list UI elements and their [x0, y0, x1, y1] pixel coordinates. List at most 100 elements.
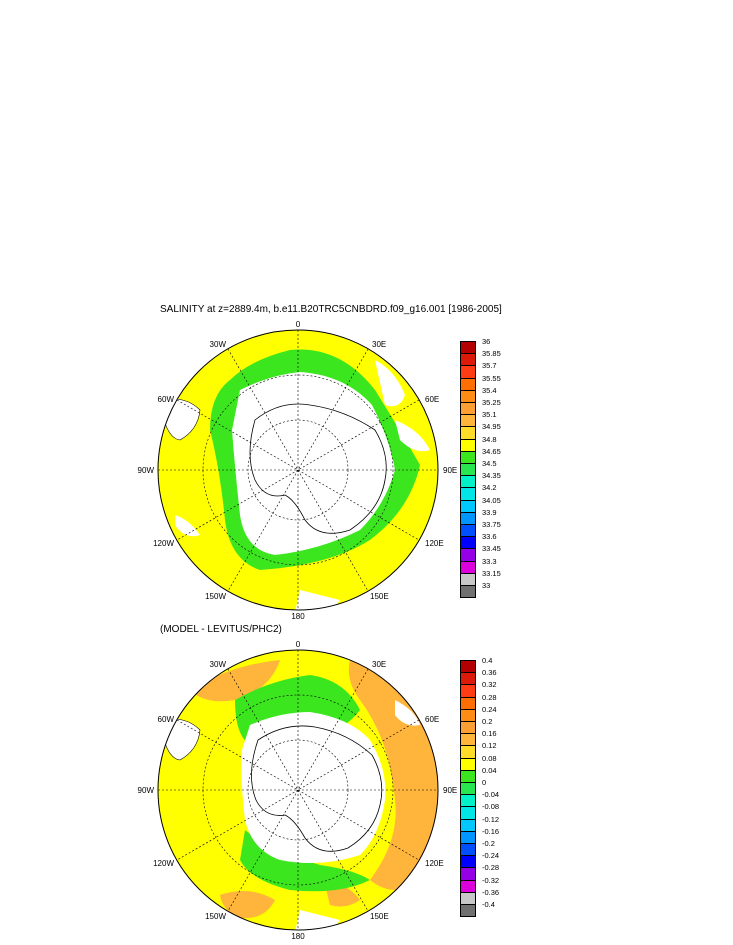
main-title: SALINITY at z=2889.4m, b.e11.B20TRC5CNBD…: [160, 304, 502, 315]
colorbar-label: 35.7: [482, 361, 497, 371]
colorbar-label: 33.45: [482, 544, 501, 554]
colorbar-label: 34.65: [482, 446, 501, 456]
colorbar-label: 0.32: [482, 680, 497, 690]
colorbar-swatch: [460, 818, 476, 832]
colorbar-swatch: [460, 377, 476, 391]
colorbar-label: 33: [482, 581, 491, 590]
colorbar-label: -0.16: [482, 826, 500, 836]
label-150w: 150W: [205, 912, 226, 921]
colorbar-label: -0.04: [482, 790, 500, 800]
colorbar-label: -0.32: [482, 875, 500, 885]
colorbar-label: -0.36: [482, 887, 500, 897]
colorbar-label: 0.08: [482, 753, 497, 763]
colorbar-label: -0.24: [482, 851, 500, 861]
colorbar-label: 35.1: [482, 410, 497, 420]
colorbar-swatch: [460, 708, 476, 722]
colorbar-swatch: [460, 745, 476, 759]
colorbar-swatch: [460, 511, 476, 525]
colorbar-label: 0.2: [482, 717, 493, 726]
colorbar-label: 35.85: [482, 349, 501, 359]
colorbar-label: 0.24: [482, 704, 497, 714]
label-60e: 60E: [425, 715, 439, 724]
label-120w: 120W: [153, 539, 174, 548]
colorbar-swatch: [460, 585, 476, 599]
label-150w: 150W: [205, 592, 226, 601]
difference-map: 0 30E 60E 90E 120E 150E 180 150W 120W 90…: [138, 640, 458, 941]
label-180: 180: [291, 612, 305, 621]
colorbar-label: 0: [482, 778, 487, 787]
colorbar-label: -0.12: [482, 814, 500, 824]
colorbar-label: 35.4: [482, 385, 497, 395]
label-30w: 30W: [210, 340, 227, 349]
colorbar-swatch: [460, 904, 476, 918]
label-60w: 60W: [158, 715, 175, 724]
colorbar-label: -0.08: [482, 802, 500, 812]
label-90e: 90E: [443, 786, 457, 795]
label-30e: 30E: [372, 660, 386, 669]
colorbar-swatch: [460, 450, 476, 464]
colorbar-label: 34.95: [482, 422, 501, 432]
colorbar-label: 0.4: [482, 656, 493, 665]
colorbar-label: -0.28: [482, 863, 500, 873]
colorbar-swatch: [460, 414, 476, 428]
label-60e: 60E: [425, 395, 439, 404]
colorbar-label: 0.36: [482, 668, 497, 678]
colorbar-swatch: [460, 855, 476, 869]
colorbar-label: 36: [482, 337, 491, 346]
colorbar-label: 0.16: [482, 729, 497, 739]
label-30e: 30E: [372, 340, 386, 349]
colorbar-swatch: [460, 672, 476, 686]
colorbar-label: 0.28: [482, 692, 497, 702]
label-180: 180: [291, 932, 305, 941]
salinity-map: 0 30E 60E 90E 120E 150E 180 150W 120W 90…: [138, 320, 458, 621]
label-90w: 90W: [138, 786, 155, 795]
colorbar-swatch: [460, 769, 476, 783]
colorbar-swatch: [460, 426, 476, 440]
colorbar-swatch: [460, 867, 476, 881]
colorbar-swatch: [460, 830, 476, 844]
label-120e: 120E: [425, 539, 444, 548]
label-90w: 90W: [138, 466, 155, 475]
colorbar-swatch: [460, 365, 476, 379]
colorbar-swatch: [460, 475, 476, 489]
colorbar-swatch: [460, 572, 476, 586]
colorbar-swatch: [460, 389, 476, 403]
colorbar-swatch: [460, 548, 476, 562]
colorbar-label: 0.12: [482, 741, 497, 751]
colorbar-label: 33.15: [482, 568, 501, 578]
colorbar-swatch: [460, 536, 476, 550]
colorbar-label: 35.25: [482, 398, 501, 407]
colorbar-swatch: [460, 733, 476, 747]
colorbar-label: 34.35: [482, 471, 501, 481]
colorbar-label: 33.75: [482, 520, 501, 529]
colorbar-swatch: [460, 438, 476, 452]
colorbar-swatch: [460, 696, 476, 710]
colorbar-label: 33.9: [482, 507, 497, 517]
label-60w: 60W: [158, 395, 175, 404]
label-150e: 150E: [370, 912, 389, 921]
colorbar-swatch: [460, 891, 476, 905]
colorbar-swatch: [460, 806, 476, 820]
label-0: 0: [296, 320, 301, 329]
colorbar-label: 34.05: [482, 495, 501, 505]
colorbar-swatch: [460, 794, 476, 808]
colorbar-label: 34.5: [482, 459, 497, 468]
colorbar-label: 0.04: [482, 765, 497, 775]
colorbar-label: -0.4: [482, 900, 495, 909]
antarctica: [251, 725, 383, 852]
label-90e: 90E: [443, 466, 457, 475]
label-120w: 120W: [153, 859, 174, 868]
label-120e: 120E: [425, 859, 444, 868]
colorbar-swatch: [460, 684, 476, 698]
colorbar-swatch: [460, 757, 476, 771]
colorbar-swatch: [460, 499, 476, 513]
colorbar-label: 35.55: [482, 373, 501, 383]
difference-title: (MODEL - LEVITUS/PHC2): [160, 624, 282, 635]
colorbar-swatch: [460, 487, 476, 501]
colorbar-label: 34.2: [482, 483, 497, 493]
colorbar-label: 33.6: [482, 532, 497, 542]
colorbar-label: 34.8: [482, 434, 497, 444]
colorbar-label: 33.3: [482, 556, 497, 566]
colorbar-swatch: [460, 560, 476, 574]
